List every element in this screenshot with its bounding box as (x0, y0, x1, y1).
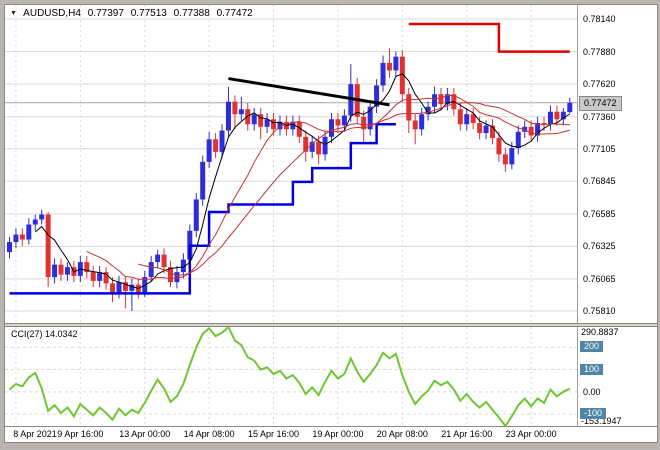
pane-splitter[interactable] (5, 323, 657, 327)
quote-high: 0.77513 (130, 8, 167, 19)
time-axis-label: 13 Apr 00:00 (119, 429, 171, 439)
price-axis-label: 0.76845 (583, 176, 616, 187)
time-axis-label: 23 Apr 00:00 (505, 429, 557, 439)
candlestick-chart-canvas[interactable] (5, 5, 577, 323)
cci-indicator-label: CCI(27) 14.0342 (11, 329, 78, 339)
quote-low: 0.77388 (173, 8, 210, 19)
price-axis-label: 0.77105 (583, 143, 616, 154)
price-axis-label: 0.77620 (583, 79, 616, 90)
cci-zero-label: 0.00 (583, 386, 601, 397)
time-axis-label: 15 Apr 16:00 (248, 429, 300, 439)
price-axis-label: 0.76325 (583, 241, 616, 252)
price-axis-label: 0.76585 (583, 208, 616, 219)
cci-level-badge: -100 (580, 408, 607, 420)
main-price-pane[interactable]: ▼ AUDUSD,H4 0.77397 0.77513 0.77388 0.77… (5, 5, 577, 323)
quote-line: ▼ AUDUSD,H4 0.77397 0.77513 0.77388 0.77… (10, 8, 257, 19)
symbol-timeframe-label: AUDUSD,H4 (23, 8, 81, 19)
time-axis-label: 19 Apr 00:00 (312, 429, 364, 439)
time-axis-label: 9 Apr 16:00 (57, 429, 104, 439)
current-price-badge: 0.77472 (579, 95, 622, 111)
cci-min-label: -153.1947 (581, 416, 622, 426)
price-axis-label: 0.77880 (583, 46, 616, 57)
price-axis[interactable]: 0.77472 0.78140 0.77880 0.77620 0.77360 0.77… (577, 5, 657, 323)
quote-open: 0.77397 (87, 8, 124, 19)
time-axis[interactable]: 8 Apr 2021 9 Apr 16:00 13 Apr 00:00 14 Apr … (5, 426, 657, 442)
cci-axis[interactable]: 290.8837 -153.1947 200 100 -100 0.00 (577, 327, 657, 426)
time-axis-label: 20 Apr 08:00 (376, 429, 428, 439)
cci-chart-canvas[interactable] (5, 327, 577, 426)
symbol-menu-arrow-icon[interactable]: ▼ (10, 10, 17, 17)
cci-level-badge: 200 (580, 341, 604, 353)
price-axis-label: 0.77360 (583, 111, 616, 122)
cci-level-badge: 100 (580, 363, 604, 375)
price-axis-label: 0.75810 (583, 305, 616, 316)
chart-window: ▼ AUDUSD,H4 0.77397 0.77513 0.77388 0.77… (4, 4, 658, 443)
time-axis-label: 8 Apr 2021 (13, 429, 57, 439)
cci-max-label: 290.8837 (581, 327, 619, 337)
cci-indicator-pane[interactable]: CCI(27) 14.0342 (5, 327, 577, 426)
price-axis-label: 0.76065 (583, 274, 616, 285)
time-axis-label: 21 Apr 16:00 (441, 429, 493, 439)
time-axis-label: 14 Apr 08:00 (183, 429, 235, 439)
price-axis-label: 0.78140 (583, 14, 616, 25)
quote-close: 0.77472 (216, 8, 253, 19)
